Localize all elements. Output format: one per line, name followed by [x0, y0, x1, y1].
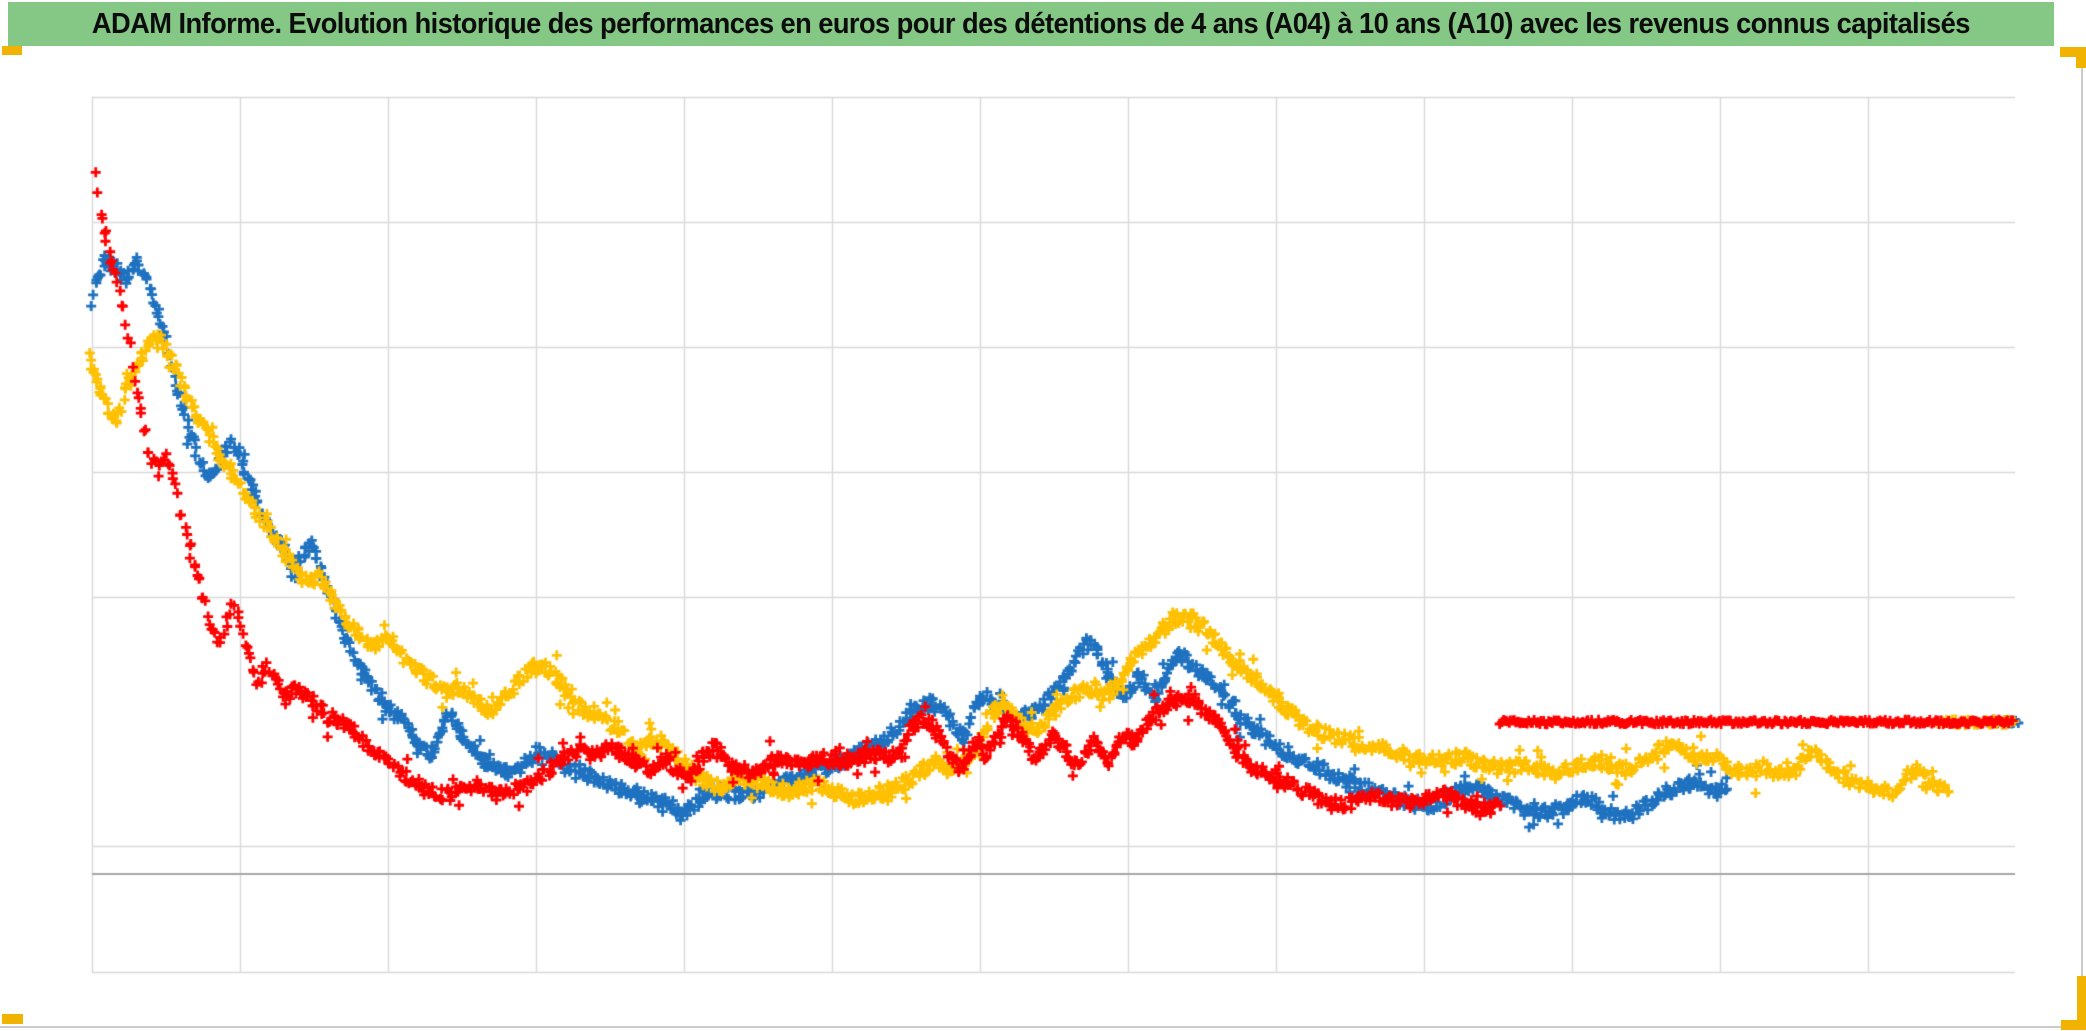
frame-accent-bottom-right-horizontal [2061, 1020, 2086, 1030]
frame-accent-top-right-vertical [2076, 47, 2086, 68]
title-bar: ADAM Informe. Evolution historique des p… [8, 2, 2054, 46]
window-edge-right [2081, 58, 2083, 1026]
frame-accent-top-right-horizontal [2060, 47, 2086, 57]
window-edge-bottom [0, 1026, 2086, 1028]
frame-accent-top-left [2, 46, 22, 55]
chart-title: ADAM Informe. Evolution historique des p… [92, 7, 1970, 40]
frame-accent-bottom-left [2, 1014, 23, 1024]
frame-accent-bottom-right-vertical [2077, 976, 2086, 1030]
